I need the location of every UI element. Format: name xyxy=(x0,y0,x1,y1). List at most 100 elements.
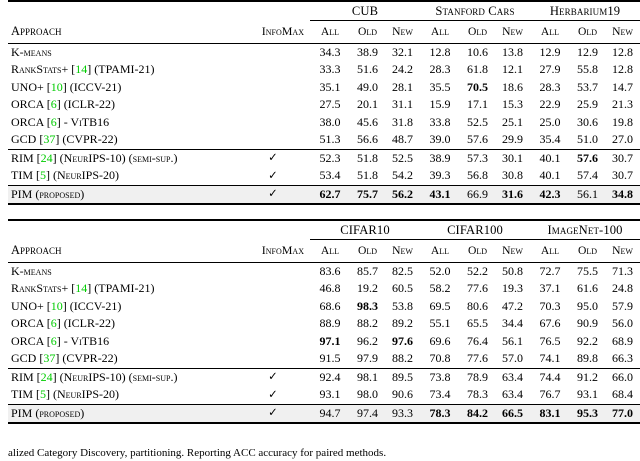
table-row[interactable]: K-means 83.6 85.7 82.5 52.0 52.2 50.8 72.7 75.5 7… xyxy=(8,263,640,281)
value-cell: 66.0 xyxy=(612,369,633,384)
citation-number[interactable]: 6 xyxy=(50,316,57,331)
value-cell: 12.9 xyxy=(539,44,561,59)
dataset-group-0: CIFAR10 xyxy=(310,221,420,241)
table-row[interactable]: TIM [5] (NeurIPS-20) ✓ 93.1 98.0 90.6 73.4 78.… xyxy=(8,386,640,404)
value-cell: 13.8 xyxy=(502,44,523,59)
column-header-1-0: All xyxy=(430,243,450,257)
citation-bracket: [6] xyxy=(46,97,61,112)
value-cell: 75.5 xyxy=(577,263,598,278)
citation-bracket: [6] xyxy=(46,114,61,129)
citation-number[interactable]: 10 xyxy=(50,298,63,313)
table-row[interactable]: GCD [37] (CVPR-22) 51.3 56.6 48.7 39.0 57.6 29… xyxy=(8,131,640,149)
citation-number[interactable]: 24 xyxy=(40,369,53,384)
table-row[interactable]: PIM (proposed) ✓ 94.7 97.4 93.3 78.3 84.2 66.5 8… xyxy=(8,404,640,424)
value-cell: 71.3 xyxy=(612,263,633,278)
citation-number[interactable]: 37 xyxy=(43,132,56,147)
table-row[interactable]: PIM (proposed) ✓ 62.7 75.7 56.2 43.1 66.9 31.6 4… xyxy=(8,185,640,205)
table-row[interactable]: GCD [37] (CVPR-22) 91.5 97.9 88.2 70.8 77.6 57… xyxy=(8,350,640,368)
value-cell: 94.7 xyxy=(310,404,350,424)
approach-name: UNO+ xyxy=(11,79,44,94)
value-cell: 24.8 xyxy=(612,281,633,296)
value-cell: 57.4 xyxy=(577,168,598,183)
approach-cell: RankStats+ [14] (TPAMI-21) xyxy=(8,280,236,298)
value-cell: 90.6 xyxy=(392,387,413,402)
table-row[interactable]: RankStats+ [14] (TPAMI-21) 33.3 51.6 24.2 28… xyxy=(8,61,640,79)
value-cell: 39.0 xyxy=(429,132,451,147)
citation-number[interactable]: 5 xyxy=(40,168,46,183)
column-header-0-0: All xyxy=(320,24,340,38)
value-cell: 73.4 xyxy=(429,387,451,402)
group-header-row: CUB Stanford Cars Herbarium19 xyxy=(8,2,640,21)
value-cell: 37.1 xyxy=(539,281,561,296)
value-cell: 34.8 xyxy=(605,185,640,205)
value-cell: 24.2 xyxy=(392,62,413,77)
value-cell: 39.3 xyxy=(429,168,451,183)
table-row[interactable]: ORCA [6] (ICLR-22) 88.9 88.2 89.2 55.1 65.5 34… xyxy=(8,315,640,333)
value-cell: 30.7 xyxy=(612,168,633,183)
value-cell: 95.3 xyxy=(570,404,605,424)
table-row[interactable]: RIM [24] (NeurIPS-10) (semi-sup.) ✓ 52.3 51… xyxy=(8,150,640,168)
value-cell: 97.6 xyxy=(392,333,413,348)
value-cell: 29.9 xyxy=(502,132,523,147)
citation-number[interactable]: 6 xyxy=(50,114,57,129)
approach-cell: K-means xyxy=(8,44,236,62)
approach-venue: (CVPR-22) xyxy=(62,132,118,147)
value-cell: 56.6 xyxy=(357,132,378,147)
citation-number[interactable]: 6 xyxy=(50,97,57,112)
infomax-cell: ✓ xyxy=(268,371,278,384)
value-cell: 25.0 xyxy=(539,114,561,129)
citation-number[interactable]: 5 xyxy=(40,387,46,402)
dataset-group-0: CUB xyxy=(310,2,420,21)
dataset-group-2: Herbarium19 xyxy=(530,2,640,21)
value-cell: 52.3 xyxy=(319,150,341,165)
citation-number[interactable]: 14 xyxy=(75,281,88,296)
citation-bracket: [37] xyxy=(39,132,60,147)
value-cell: 58.2 xyxy=(429,281,451,296)
citation-number[interactable]: 10 xyxy=(50,79,63,94)
approach-name: ORCA xyxy=(11,316,44,331)
table-row[interactable]: TIM [5] (NeurIPS-20) ✓ 53.4 51.8 54.2 39.3 56.… xyxy=(8,167,640,185)
table-row[interactable]: UNO+ [10] (ICCV-21) 68.6 98.3 53.8 69.5 80.6 4… xyxy=(8,298,640,316)
value-cell: 63.4 xyxy=(502,387,523,402)
infomax-cell xyxy=(236,61,310,79)
value-cell: 51.8 xyxy=(357,150,378,165)
table-row[interactable]: UNO+ [10] (ICCV-21) 35.1 49.0 28.1 35.5 70.5 1… xyxy=(8,79,640,97)
citation-number[interactable]: 24 xyxy=(40,150,53,165)
table-row[interactable]: ORCA [6] (ICLR-22) 27.5 20.1 31.1 15.9 17.1 15… xyxy=(8,96,640,114)
value-cell: 31.8 xyxy=(392,114,413,129)
citation-bracket: [24] xyxy=(36,369,57,384)
value-cell: 92.2 xyxy=(577,333,598,348)
infomax-cell: ✓ xyxy=(268,388,278,401)
column-header-row: Approach InfoMax All Old New All Old New All Old N… xyxy=(8,21,640,44)
table-row[interactable]: RankStats+ [14] (TPAMI-21) 46.8 19.2 60.5 58… xyxy=(8,280,640,298)
citation-number[interactable]: 14 xyxy=(75,62,88,77)
value-cell: 61.6 xyxy=(577,281,598,296)
value-cell: 27.0 xyxy=(612,132,633,147)
table-row[interactable]: ORCA [6] - ViTB16 38.0 45.6 31.8 33.8 52.5 25.… xyxy=(8,114,640,132)
value-cell: 17.1 xyxy=(467,97,488,112)
table-row[interactable]: K-means 34.3 38.9 32.1 12.8 10.6 13.8 12.9 12.9 1… xyxy=(8,44,640,62)
value-cell: 33.3 xyxy=(319,62,341,77)
value-cell: 56.1 xyxy=(570,185,605,205)
value-cell: 56.8 xyxy=(467,168,488,183)
citation-bracket: [14] xyxy=(71,62,92,77)
approach-name: RIM xyxy=(11,369,34,384)
approach-cell: UNO+ [10] (ICCV-21) xyxy=(8,298,236,316)
citation-bracket: [37] xyxy=(39,351,60,366)
approach-name: K-means xyxy=(11,44,52,59)
value-cell: 75.7 xyxy=(350,185,385,205)
infomax-cell xyxy=(236,114,310,132)
citation-bracket: [10] xyxy=(46,79,67,94)
value-cell: 73.8 xyxy=(429,369,451,384)
value-cell: 55.8 xyxy=(577,62,598,77)
value-cell: 85.7 xyxy=(357,263,378,278)
citation-number[interactable]: 6 xyxy=(50,333,57,348)
citation-number[interactable]: 37 xyxy=(43,351,56,366)
column-header-infomax: InfoMax xyxy=(261,23,304,38)
value-cell: 28.1 xyxy=(392,79,413,94)
column-header-0-1: Old xyxy=(357,24,378,38)
table-row[interactable]: RIM [24] (NeurIPS-10) (semi-sup.) ✓ 92.4 98… xyxy=(8,369,640,387)
table-row[interactable]: ORCA [6] - ViTB16 97.1 96.2 97.6 69.6 76.4 56.… xyxy=(8,333,640,351)
approach-name: ORCA xyxy=(11,333,44,348)
